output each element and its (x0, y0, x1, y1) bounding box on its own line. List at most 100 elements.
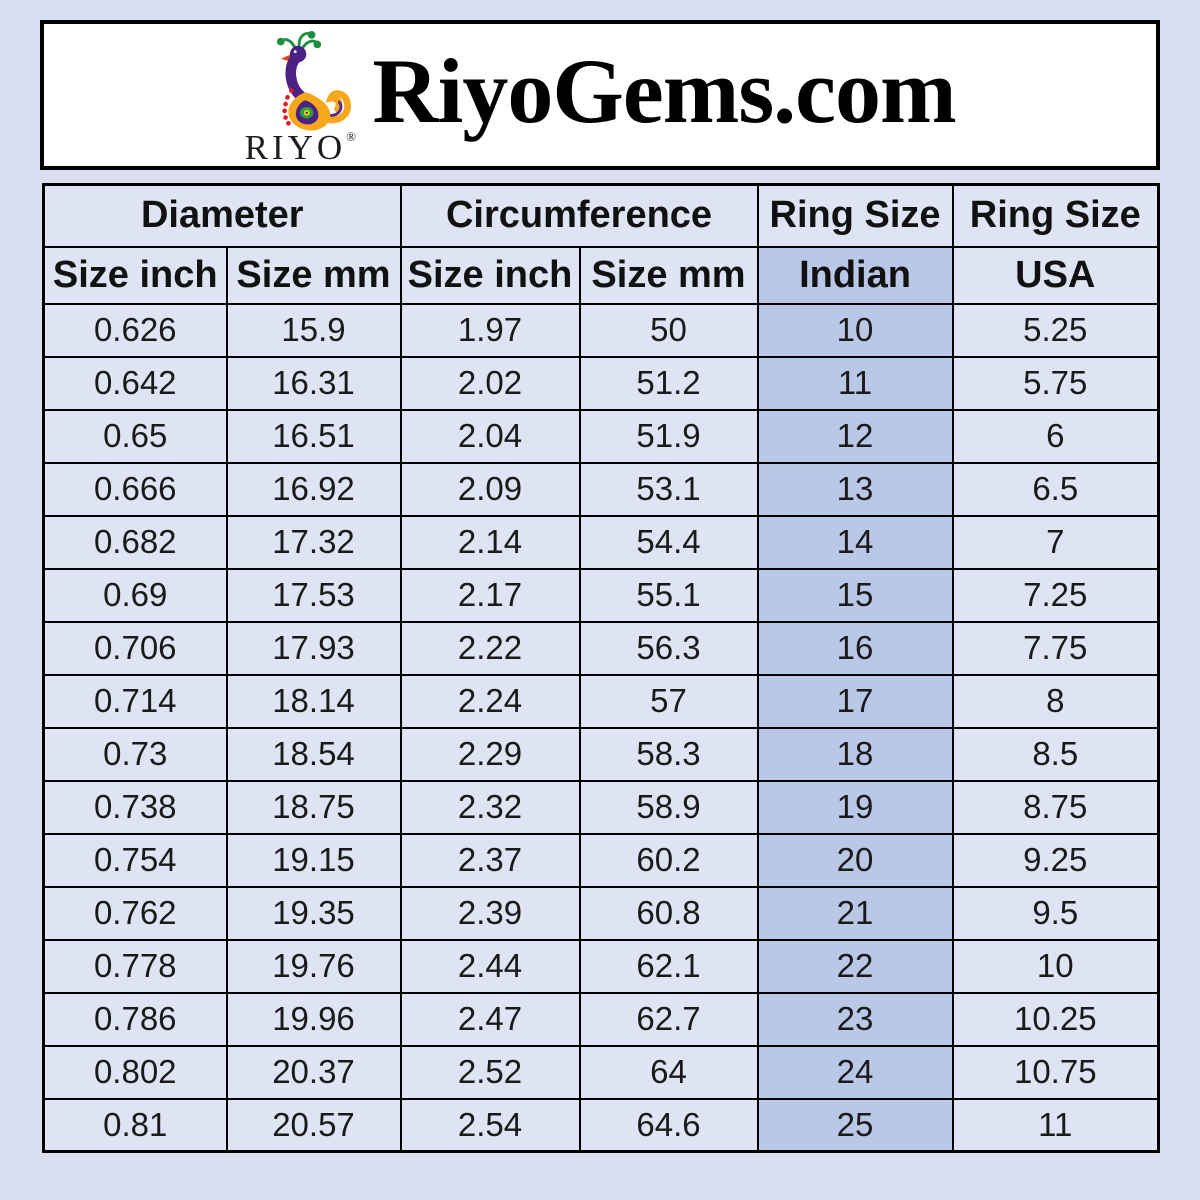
table-cell: 51.2 (578, 355, 759, 411)
table-cell: 2.29 (399, 726, 581, 782)
table-cell: 53.1 (578, 461, 759, 517)
table-cell: 16.31 (225, 355, 402, 411)
table-cell: 60.8 (578, 885, 759, 941)
peacock-logo-icon (277, 31, 352, 131)
table-cell: 2.24 (399, 673, 581, 729)
table-row: 0.642 16.31 2.02 51.2 11 5.75 (42, 355, 1160, 411)
table-cell: 62.7 (578, 991, 759, 1047)
table-cell: 0.626 (42, 302, 228, 358)
table-cell: 15.9 (225, 302, 402, 358)
table-cell: 25 (756, 1097, 954, 1153)
table-cell: 21 (756, 885, 954, 941)
table-cell: 2.39 (399, 885, 581, 941)
table-cell: 0.666 (42, 461, 228, 517)
table-cell: 9.5 (951, 885, 1160, 941)
table-row: 0.778 19.76 2.44 62.1 22 10 (42, 938, 1160, 994)
table-cell: 0.642 (42, 355, 228, 411)
table-cell: 22 (756, 938, 954, 994)
table-cell: 0.682 (42, 514, 228, 570)
table-cell: 19.96 (225, 991, 402, 1047)
table-cell: 0.73 (42, 726, 228, 782)
table-cell: 20 (756, 832, 954, 888)
table-cell: 18.75 (225, 779, 402, 835)
table-row: 0.73 18.54 2.29 58.3 18 8.5 (42, 726, 1160, 782)
table-cell: 58.9 (578, 779, 759, 835)
table-row: 0.706 17.93 2.22 56.3 16 7.75 (42, 620, 1160, 676)
group-header-ring-size-indian: Ring Size (756, 183, 954, 248)
table-row: 0.626 15.9 1.97 50 10 5.25 (42, 302, 1160, 358)
table-cell: 16.92 (225, 461, 402, 517)
sub-header-diameter-inch: Size inch (42, 245, 228, 305)
table-cell: 0.738 (42, 779, 228, 835)
sub-header-indian: Indian (756, 245, 954, 305)
table-cell: 0.778 (42, 938, 228, 994)
table-row: 0.69 17.53 2.17 55.1 15 7.25 (42, 567, 1160, 623)
group-header-row: Diameter Circumference Ring Size Ring Si… (42, 183, 1160, 248)
table-cell: 17.93 (225, 620, 402, 676)
sub-header-circumference-inch: Size inch (399, 245, 581, 305)
table-cell: 18.14 (225, 673, 402, 729)
table-cell: 2.09 (399, 461, 581, 517)
group-header-ring-size-usa: Ring Size (951, 183, 1160, 248)
table-cell: 2.54 (399, 1097, 581, 1153)
table-cell: 8.5 (951, 726, 1160, 782)
table-cell: 15 (756, 567, 954, 623)
site-title: RiyoGems.com (372, 40, 956, 142)
table-cell: 5.25 (951, 302, 1160, 358)
group-header-circumference: Circumference (399, 183, 759, 248)
sub-header-row: Size inch Size mm Size inch Size mm Indi… (42, 245, 1160, 305)
table-cell: 2.02 (399, 355, 581, 411)
table-cell: 7.75 (951, 620, 1160, 676)
table-cell: 18.54 (225, 726, 402, 782)
table-cell: 7 (951, 514, 1160, 570)
logo-text: RIYO (244, 128, 347, 168)
table-cell: 16.51 (225, 408, 402, 464)
table-cell: 51.9 (578, 408, 759, 464)
table-cell: 50 (578, 302, 759, 358)
table-cell: 2.44 (399, 938, 581, 994)
table-cell: 23 (756, 991, 954, 1047)
table-cell: 55.1 (578, 567, 759, 623)
table-cell: 11 (756, 355, 954, 411)
table-cell: 6.5 (951, 461, 1160, 517)
table-cell: 0.65 (42, 408, 228, 464)
riyo-logo: RIYO® (244, 31, 356, 165)
table-cell: 62.1 (578, 938, 759, 994)
table-cell: 11 (951, 1097, 1160, 1153)
table-cell: 8 (951, 673, 1160, 729)
table-cell: 10.75 (951, 1044, 1160, 1100)
table-cell: 10 (951, 938, 1160, 994)
table-cell: 2.14 (399, 514, 581, 570)
table-cell: 0.81 (42, 1097, 228, 1153)
table-row: 0.786 19.96 2.47 62.7 23 10.25 (42, 991, 1160, 1047)
table-cell: 54.4 (578, 514, 759, 570)
table-row: 0.754 19.15 2.37 60.2 20 9.25 (42, 832, 1160, 888)
table-row: 0.682 17.32 2.14 54.4 14 7 (42, 514, 1160, 570)
table-cell: 64 (578, 1044, 759, 1100)
table-cell: 2.32 (399, 779, 581, 835)
table-cell: 2.22 (399, 620, 581, 676)
table-cell: 0.754 (42, 832, 228, 888)
table-cell: 7.25 (951, 567, 1160, 623)
table-row: 0.802 20.37 2.52 64 24 10.75 (42, 1044, 1160, 1100)
table-cell: 17.32 (225, 514, 402, 570)
table-cell: 0.714 (42, 673, 228, 729)
table-cell: 57 (578, 673, 759, 729)
table-row: 0.714 18.14 2.24 57 17 8 (42, 673, 1160, 729)
table-cell: 20.57 (225, 1097, 402, 1153)
table-cell: 2.17 (399, 567, 581, 623)
table-cell: 5.75 (951, 355, 1160, 411)
ring-size-table: Diameter Circumference Ring Size Ring Si… (42, 183, 1161, 1153)
table-cell: 16 (756, 620, 954, 676)
table-cell: 17 (756, 673, 954, 729)
table-cell: 14 (756, 514, 954, 570)
table-cell: 2.47 (399, 991, 581, 1047)
table-cell: 9.25 (951, 832, 1160, 888)
sub-header-diameter-mm: Size mm (225, 245, 402, 305)
table-cell: 19 (756, 779, 954, 835)
table-cell: 20.37 (225, 1044, 402, 1100)
table-cell: 58.3 (578, 726, 759, 782)
table-cell: 10 (756, 302, 954, 358)
table-cell: 0.786 (42, 991, 228, 1047)
table-cell: 1.97 (399, 302, 581, 358)
